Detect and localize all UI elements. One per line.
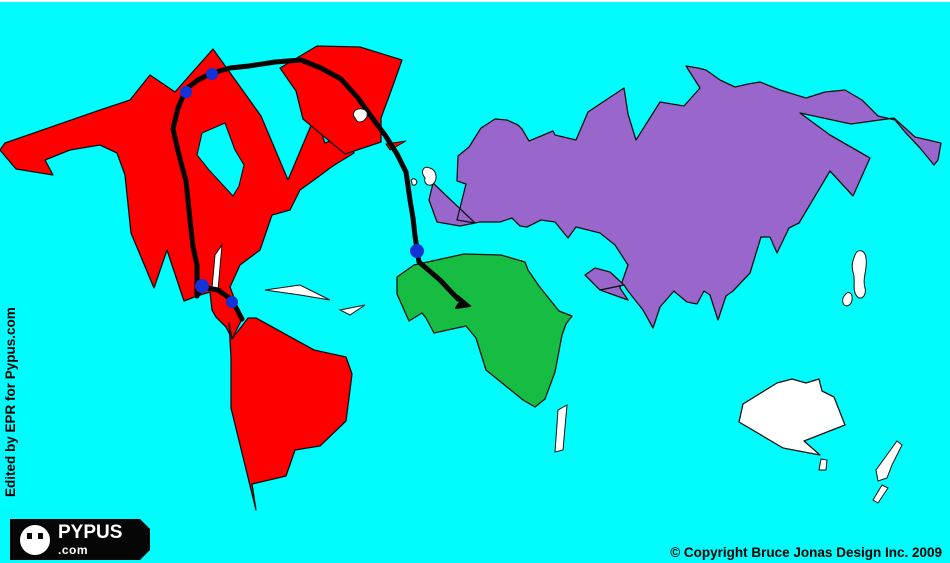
svg-text:© Copyright Bruce Jonas Design: © Copyright Bruce Jonas Design Inc. 2009 [670,545,942,560]
svg-text:.com: .com [58,543,88,557]
svg-text:PYPUS: PYPUS [58,522,122,543]
svg-text:Edited by EPR for Pypus.com: Edited by EPR for Pypus.com [3,307,18,497]
